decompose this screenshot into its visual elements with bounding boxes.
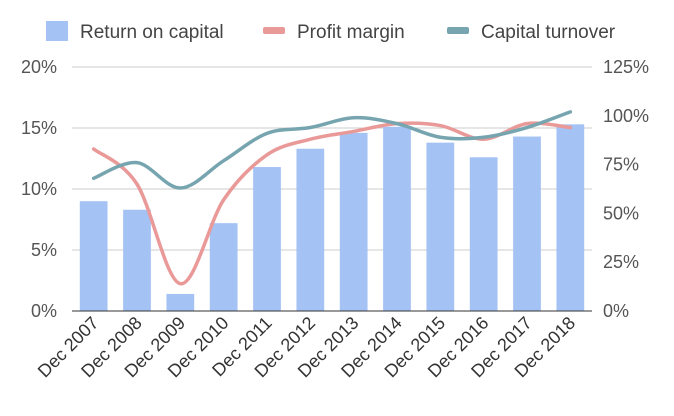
legend-swatch-profit-margin <box>263 27 285 34</box>
bar-return-on-capital <box>79 201 108 311</box>
y-right-tick-label: 100% <box>603 106 649 126</box>
y-left-tick-label: 10% <box>21 179 57 199</box>
bar-return-on-capital <box>513 136 541 311</box>
legend: Return on capital Profit margin Capital tu… <box>46 21 616 43</box>
legend-swatch-return-on-capital <box>46 21 68 41</box>
legend-label-capital-turnover: Capital turnover <box>481 22 616 43</box>
y-right-tick-label: 50% <box>603 203 639 223</box>
bar-return-on-capital <box>383 126 411 311</box>
legend-label-return-on-capital: Return on capital <box>80 22 224 43</box>
line-profit-margin <box>91 121 573 286</box>
line-capital-turnover <box>91 110 573 190</box>
y-left-tick-label: 15% <box>21 118 57 138</box>
y-axis-left: 0% 5% 10% 15% 20% <box>21 57 57 321</box>
line-series <box>91 110 573 286</box>
bar-return-on-capital <box>556 124 585 311</box>
bar-return-on-capital <box>426 142 455 311</box>
bar-return-on-capital <box>339 132 368 311</box>
y-left-tick-label: 20% <box>21 57 57 77</box>
bar-return-on-capital <box>469 157 498 311</box>
bar-return-on-capital <box>123 209 151 311</box>
bar-series <box>72 124 592 312</box>
y-axis-right: 0% 25% 50% 75% 100% 125% <box>603 57 649 321</box>
y-right-tick-label: 25% <box>603 252 639 272</box>
y-left-tick-label: 0% <box>31 301 57 321</box>
legend-swatch-capital-turnover <box>447 27 469 34</box>
bar-return-on-capital <box>296 148 325 311</box>
y-right-tick-label: 125% <box>603 57 649 77</box>
bar-return-on-capital <box>166 293 195 311</box>
bar-return-on-capital <box>253 167 281 311</box>
legend-label-profit-margin: Profit margin <box>297 22 405 43</box>
y-right-tick-label: 75% <box>603 155 639 175</box>
bar-return-on-capital <box>209 223 238 311</box>
y-right-tick-label: 0% <box>603 301 629 321</box>
y-left-tick-label: 5% <box>31 240 57 260</box>
